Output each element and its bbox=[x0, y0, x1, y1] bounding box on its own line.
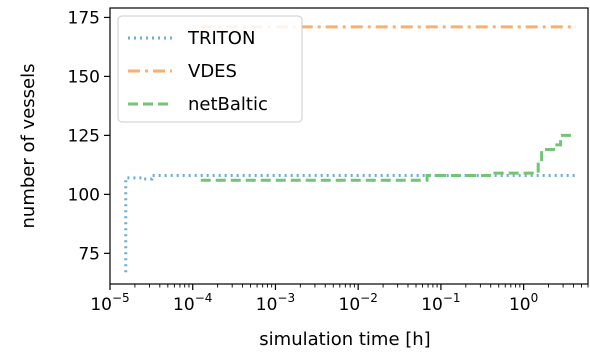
y-axis-label: number of vessels bbox=[18, 64, 39, 229]
series-line-netbaltic bbox=[200, 133, 577, 182]
x-axis-label: simulation time [h] bbox=[259, 329, 430, 350]
x-tick-label: 10−4 bbox=[173, 291, 212, 315]
y-tick-label: 100 bbox=[68, 185, 100, 205]
y-tick-label: 125 bbox=[68, 126, 100, 146]
y-tick-label: 150 bbox=[68, 67, 100, 87]
x-tick-label: 10−2 bbox=[339, 291, 378, 315]
x-tick-label: 100 bbox=[509, 291, 538, 315]
x-tick-label: 10−1 bbox=[421, 291, 460, 315]
y-axis-ticks: 75 100 125 150 175 bbox=[68, 8, 110, 264]
legend-items: TRITON VDES netBaltic bbox=[128, 28, 268, 115]
y-tick-label: 175 bbox=[68, 8, 100, 28]
series-line-triton bbox=[124, 173, 577, 273]
legend-box bbox=[117, 15, 303, 123]
x-axis-ticks: 10−5 10−4 10−3 10−2 10−1 100 bbox=[90, 284, 589, 315]
y-tick-label: 75 bbox=[78, 244, 100, 264]
series-layer bbox=[124, 25, 577, 273]
legend-label-vdes: VDES bbox=[188, 61, 237, 82]
x-tick-label: 10−3 bbox=[256, 291, 295, 315]
legend-label-triton: TRITON bbox=[187, 28, 255, 49]
legend: TRITON VDES netBaltic bbox=[117, 15, 303, 123]
legend-label-netbaltic: netBaltic bbox=[188, 94, 268, 115]
x-tick-label: 10−5 bbox=[90, 291, 129, 315]
plot-frame bbox=[109, 7, 589, 285]
